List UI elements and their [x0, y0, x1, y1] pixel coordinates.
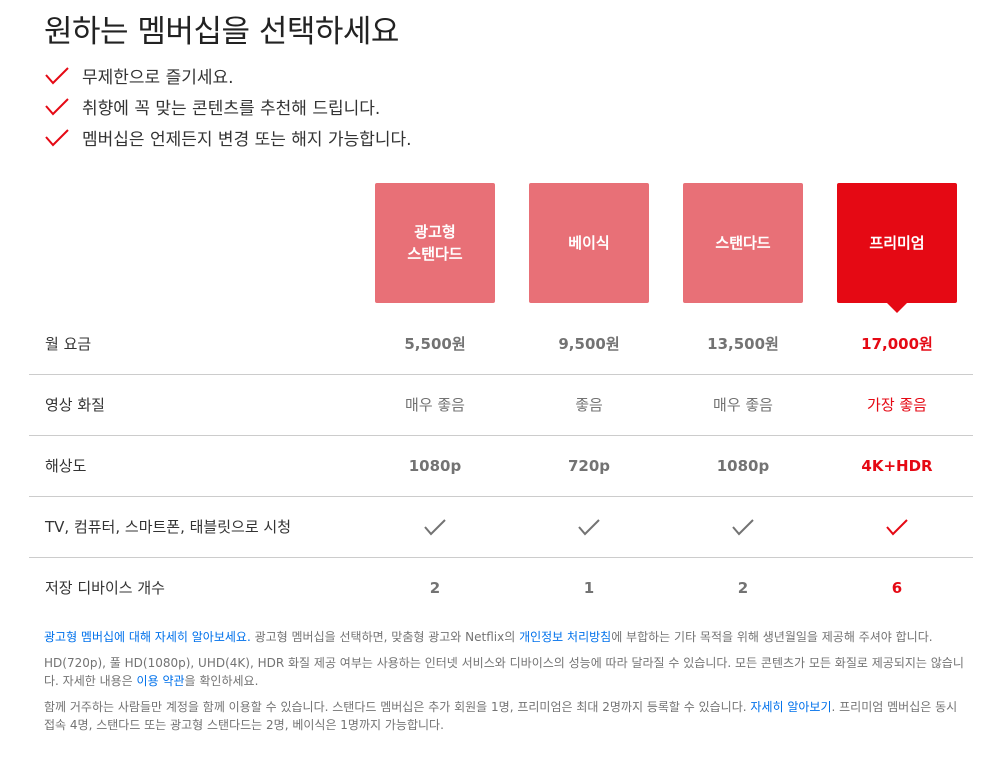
table-row-resolution: 해상도 1080p 720p 1080p 4K+HDR — [29, 436, 973, 497]
table-cell: 17,000원 — [861, 335, 933, 353]
ads-learn-more-link[interactable]: 광고형 멤버십에 대해 자세히 알아보세요. — [44, 630, 251, 644]
footnote-household: 함께 거주하는 사람들만 계정을 함께 이용할 수 있습니다. 스탠다드 멤버십… — [44, 698, 964, 734]
row-label: 해상도 — [45, 457, 87, 475]
footnote-text: . 프리미엄 멤버십은 동시접속 4명, 스탠다드 또는 광고형 스탠다드는 2… — [44, 700, 958, 732]
table-cell: 2 — [737, 579, 749, 597]
footnote-ads: 광고형 멤버십에 대해 자세히 알아보세요. 광고형 멤버십을 선택하면, 맞춤… — [44, 628, 964, 646]
footnote-text: 광고형 멤버십을 선택하면, 맞춤형 광고와 Netflix의 — [250, 630, 520, 644]
plan-card-standard[interactable]: 스탠다드 — [683, 183, 803, 303]
plan-name: 프리미엄 — [869, 234, 925, 252]
table-cell: 매우 좋음 — [405, 396, 465, 414]
table-row-download-devices: 저장 디바이스 개수 2 1 2 6 — [29, 558, 973, 619]
table-cell — [375, 497, 495, 558]
table-row-quality: 영상 화질 매우 좋음 좋음 매우 좋음 가장 좋음 — [29, 375, 973, 436]
check-icon — [886, 518, 908, 535]
plan-card-premium[interactable]: 프리미엄 — [837, 183, 957, 313]
table-cell: 2 — [429, 579, 441, 597]
page-title: 원하는 멤버십을 선택하세요 — [44, 14, 399, 50]
learn-more-link[interactable]: 자세히 알아보기 — [750, 700, 832, 714]
plan-name: 광고형 스탠다드 — [407, 223, 463, 263]
table-cell: 매우 좋음 — [713, 396, 773, 414]
table-cell: 720p — [567, 457, 611, 475]
plan-name: 스탠다드 — [715, 234, 771, 252]
footnote-quality: HD(720p), 풀 HD(1080p), UHD(4K), HDR 화질 제… — [44, 654, 964, 690]
table-cell: 1080p — [408, 457, 462, 475]
benefit-item: 멤버십은 언제든지 변경 또는 해지 가능합니다. — [44, 122, 412, 153]
benefit-item: 취향에 꼭 맞는 콘텐츠를 추천해 드립니다. — [44, 91, 412, 122]
table-row-devices-watch: TV, 컴퓨터, 스마트폰, 태블릿으로 시청 — [29, 497, 973, 558]
footnote-text: 에 부합하는 기타 목적을 위해 생년월일을 제공해 주셔야 합니다. — [611, 630, 933, 644]
footnote-text: 을 확인하세요. — [184, 674, 259, 688]
benefit-text: 멤버십은 언제든지 변경 또는 해지 가능합니다. — [82, 130, 412, 150]
benefit-text: 취향에 꼭 맞는 콘텐츠를 추천해 드립니다. — [82, 99, 381, 119]
table-row-price: 월 요금 5,500원 9,500원 13,500원 17,000원 — [29, 314, 973, 375]
check-icon — [44, 66, 70, 86]
check-icon — [732, 518, 754, 535]
benefit-text: 무제한으로 즐기세요. — [82, 68, 234, 88]
table-cell: 9,500원 — [558, 335, 620, 353]
table-cell — [837, 497, 957, 558]
check-icon — [44, 128, 70, 148]
row-label: 저장 디바이스 개수 — [45, 579, 165, 597]
table-cell: 1080p — [716, 457, 770, 475]
terms-of-use-link[interactable]: 이용 약관 — [136, 674, 185, 688]
table-cell: 5,500원 — [404, 335, 466, 353]
row-label: 영상 화질 — [45, 396, 105, 414]
benefit-list: 무제한으로 즐기세요. 취향에 꼭 맞는 콘텐츠를 추천해 드립니다. 멤버십은… — [44, 60, 412, 153]
table-cell: 6 — [891, 579, 903, 597]
table-cell — [683, 497, 803, 558]
plan-name: 베이식 — [568, 234, 610, 252]
check-icon — [44, 97, 70, 117]
privacy-policy-link[interactable]: 개인정보 처리방침 — [519, 630, 612, 644]
table-cell: 13,500원 — [707, 335, 779, 353]
table-cell — [529, 497, 649, 558]
row-label: 월 요금 — [45, 335, 92, 353]
plan-card-ad-standard[interactable]: 광고형 스탠다드 — [375, 183, 495, 303]
row-label: TV, 컴퓨터, 스마트폰, 태블릿으로 시청 — [45, 518, 292, 536]
table-cell: 좋음 — [575, 396, 603, 414]
table-cell: 1 — [583, 579, 595, 597]
footnote-text: HD(720p), 풀 HD(1080p), UHD(4K), HDR 화질 제… — [44, 656, 964, 688]
table-cell: 4K+HDR — [861, 457, 933, 475]
plan-comparison-table: 월 요금 5,500원 9,500원 13,500원 17,000원 영상 화질… — [29, 314, 973, 619]
check-icon — [578, 518, 600, 535]
benefit-item: 무제한으로 즐기세요. — [44, 60, 412, 91]
footnote-text: 함께 거주하는 사람들만 계정을 함께 이용할 수 있습니다. 스탠다드 멤버십… — [44, 700, 751, 714]
check-icon — [424, 518, 446, 535]
footnotes: 광고형 멤버십에 대해 자세히 알아보세요. 광고형 멤버십을 선택하면, 맞춤… — [44, 628, 964, 742]
plan-card-basic[interactable]: 베이식 — [529, 183, 649, 303]
plan-selector: 광고형 스탠다드 베이식 스탠다드 프리미엄 — [0, 183, 1005, 313]
table-cell: 가장 좋음 — [867, 396, 927, 414]
